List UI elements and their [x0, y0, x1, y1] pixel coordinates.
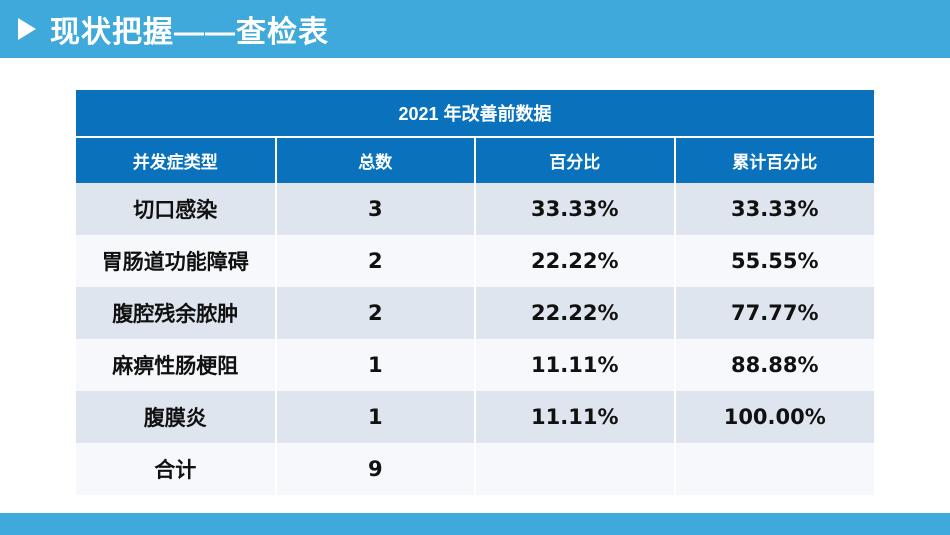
cell: 22.22% [475, 235, 675, 287]
cell: 合计 [76, 443, 276, 495]
cell: 9 [276, 443, 476, 495]
cell: 1 [276, 339, 476, 391]
col-header-0: 并发症类型 [76, 137, 276, 183]
cell: 100.00% [675, 391, 875, 443]
triangle-icon [18, 18, 36, 40]
table-title-row: 2021 年改善前数据 [76, 90, 874, 137]
cell: 22.22% [475, 287, 675, 339]
cell: 麻痹性肠梗阻 [76, 339, 276, 391]
cell: 55.55% [675, 235, 875, 287]
table-row: 腹腔残余脓肿 2 22.22% 77.77% [76, 287, 874, 339]
table-title-cell: 2021 年改善前数据 [76, 90, 874, 137]
table-row: 胃肠道功能障碍 2 22.22% 55.55% [76, 235, 874, 287]
cell: 切口感染 [76, 183, 276, 235]
table-total-row: 合计 9 [76, 443, 874, 495]
table-row: 腹膜炎 1 11.11% 100.00% [76, 391, 874, 443]
cell: 2 [276, 235, 476, 287]
cell: 33.33% [475, 183, 675, 235]
table-container: 2021 年改善前数据 并发症类型 总数 百分比 累计百分比 切口感染 3 33… [76, 90, 874, 495]
footer-bar [0, 513, 950, 535]
col-header-2: 百分比 [475, 137, 675, 183]
table-header-row: 并发症类型 总数 百分比 累计百分比 [76, 137, 874, 183]
table-row: 麻痹性肠梗阻 1 11.11% 88.88% [76, 339, 874, 391]
cell: 33.33% [675, 183, 875, 235]
cell: 腹膜炎 [76, 391, 276, 443]
cell: 胃肠道功能障碍 [76, 235, 276, 287]
cell: 3 [276, 183, 476, 235]
cell [475, 443, 675, 495]
cell: 88.88% [675, 339, 875, 391]
table-row: 切口感染 3 33.33% 33.33% [76, 183, 874, 235]
cell: 11.11% [475, 339, 675, 391]
cell: 1 [276, 391, 476, 443]
cell [675, 443, 875, 495]
data-table: 2021 年改善前数据 并发症类型 总数 百分比 累计百分比 切口感染 3 33… [76, 90, 874, 495]
slide-header: 现状把握——查检表 [0, 0, 950, 58]
col-header-3: 累计百分比 [675, 137, 875, 183]
cell: 2 [276, 287, 476, 339]
cell: 77.77% [675, 287, 875, 339]
cell: 腹腔残余脓肿 [76, 287, 276, 339]
col-header-1: 总数 [276, 137, 476, 183]
slide-title: 现状把握——查检表 [50, 7, 329, 51]
cell: 11.11% [475, 391, 675, 443]
